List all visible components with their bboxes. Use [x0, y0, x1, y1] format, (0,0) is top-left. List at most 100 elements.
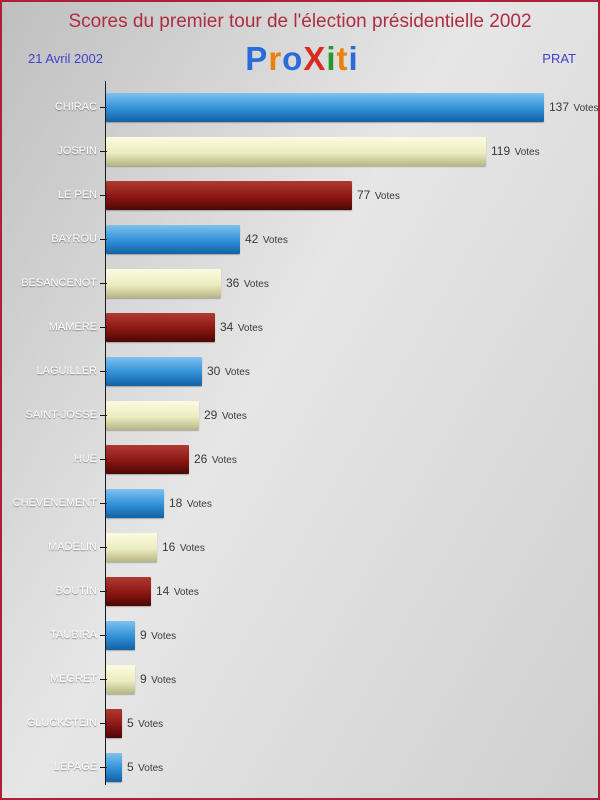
bar-value-unit: Votes	[374, 191, 400, 202]
bar-track: 5 Votes	[100, 708, 598, 738]
axis-tick-icon	[100, 502, 107, 504]
bar	[106, 576, 151, 606]
bar-value-number: 30	[207, 364, 221, 378]
bar-value: 5 Votes	[127, 758, 163, 776]
bar-label: SAINT-JOSSE	[25, 409, 97, 421]
bar-value-unit: Votes	[221, 411, 247, 422]
axis-tick-icon	[100, 590, 107, 592]
bar-track: 16 Votes	[100, 532, 598, 562]
bar-value: 5 Votes	[127, 714, 163, 732]
bar-label: JOSPIN	[57, 145, 97, 157]
bar-value-number: 42	[245, 232, 259, 246]
bar-track: 42 Votes	[100, 224, 598, 254]
bar-row: JOSPIN 119 Votes	[2, 129, 598, 173]
bar	[106, 312, 215, 342]
bar-label: BOUTIN	[55, 585, 97, 597]
bar-label: BESANCENOT	[21, 277, 97, 289]
bar-label: HUE	[73, 453, 97, 465]
bar-value-unit: Votes	[151, 631, 177, 642]
bar	[106, 224, 240, 254]
bar	[106, 444, 189, 474]
bar-track: 18 Votes	[100, 488, 598, 518]
bar-track: 137 Votes	[100, 92, 599, 122]
bar	[106, 356, 202, 386]
bar-value: 34 Votes	[220, 318, 263, 336]
bar-value: 77 Votes	[357, 186, 400, 204]
bar-value-number: 119	[491, 144, 511, 158]
bar-value: 30 Votes	[207, 362, 250, 380]
chart-title: Scores du premier tour de l'élection pré…	[68, 11, 532, 32]
bar	[106, 400, 199, 430]
bar-row: TAUBIRA 9 Votes	[2, 613, 598, 657]
bar-row: CHEVENEMENT 18 Votes	[2, 481, 598, 525]
bar-label: CHEVENEMENT	[12, 497, 97, 509]
bar-track: 9 Votes	[100, 664, 598, 694]
bar-value-number: 9	[140, 672, 147, 686]
bar-track: 30 Votes	[100, 356, 598, 386]
bar-value-unit: Votes	[514, 147, 540, 158]
bar-value-number: 18	[169, 496, 183, 510]
proxiti-logo: ProXiti	[245, 39, 359, 77]
bar-row: CHIRAC 137 Votes	[2, 85, 598, 129]
bar-label: BAYROU	[51, 233, 97, 245]
bar	[106, 92, 544, 122]
bar-track: 14 Votes	[100, 576, 598, 606]
bar-track: 34 Votes	[100, 312, 598, 342]
bar-value-unit: Votes	[237, 323, 263, 334]
axis-tick-icon	[100, 414, 107, 416]
bar-label: GLUCKSTEIN	[26, 717, 97, 729]
bar-value-unit: Votes	[224, 367, 250, 378]
bar-value: 14 Votes	[156, 582, 199, 600]
bar-value-unit: Votes	[211, 455, 237, 466]
bar-row: LEPAGE 5 Votes	[2, 745, 598, 789]
bar-value-unit: Votes	[138, 719, 164, 730]
bar-row: SAINT-JOSSE 29 Votes	[2, 393, 598, 437]
axis-tick-icon	[100, 194, 107, 196]
axis-tick-icon	[100, 722, 107, 724]
bar-row: LE PEN 77 Votes	[2, 173, 598, 217]
bar-row: MAMERE 34 Votes	[2, 305, 598, 349]
date-label: 21 Avril 2002	[28, 50, 103, 66]
bar	[106, 664, 135, 694]
bar-row: BOUTIN 14 Votes	[2, 569, 598, 613]
bar-label: MEGRET	[49, 673, 97, 685]
axis-tick-icon	[100, 458, 107, 460]
bar-value-unit: Votes	[186, 499, 212, 510]
bar-value-number: 9	[140, 628, 147, 642]
bar-track: 9 Votes	[100, 620, 598, 650]
bar-value-unit: Votes	[262, 235, 288, 246]
bar-row: HUE 26 Votes	[2, 437, 598, 481]
bar-label: LAGUILLER	[36, 365, 97, 377]
bar-value-unit: Votes	[173, 587, 199, 598]
bar-track: 26 Votes	[100, 444, 598, 474]
bar-track: 119 Votes	[100, 136, 598, 166]
bar	[106, 752, 122, 782]
bar	[106, 488, 164, 518]
bar-chart: CHIRAC 137 Votes JOSPIN 119 Votes LE PEN…	[2, 81, 598, 789]
bar-value-unit: Votes	[179, 543, 205, 554]
bar-row: LAGUILLER 30 Votes	[2, 349, 598, 393]
axis-tick-icon	[100, 326, 107, 328]
bar-label: MAMERE	[48, 321, 97, 333]
bar-value-unit: Votes	[151, 675, 177, 686]
bar-value-number: 36	[226, 276, 240, 290]
bar-value-unit: Votes	[573, 103, 599, 114]
site-label: PRAT	[542, 50, 576, 66]
bar-value: 18 Votes	[169, 494, 212, 512]
bar-value-number: 14	[156, 584, 170, 598]
bar-value-number: 5	[127, 716, 134, 730]
bar-row: GLUCKSTEIN 5 Votes	[2, 701, 598, 745]
bar	[106, 136, 486, 166]
axis-tick-icon	[100, 238, 107, 240]
bar-value-number: 29	[204, 408, 218, 422]
axis-tick-icon	[100, 370, 107, 372]
bar-value: 137 Votes	[549, 98, 599, 116]
bar-value: 42 Votes	[245, 230, 288, 248]
bar	[106, 180, 352, 210]
bar-track: 77 Votes	[100, 180, 598, 210]
bar-value: 9 Votes	[140, 670, 176, 688]
bar	[106, 268, 221, 298]
bar-value: 119 Votes	[491, 142, 540, 160]
bar-track: 29 Votes	[100, 400, 598, 430]
